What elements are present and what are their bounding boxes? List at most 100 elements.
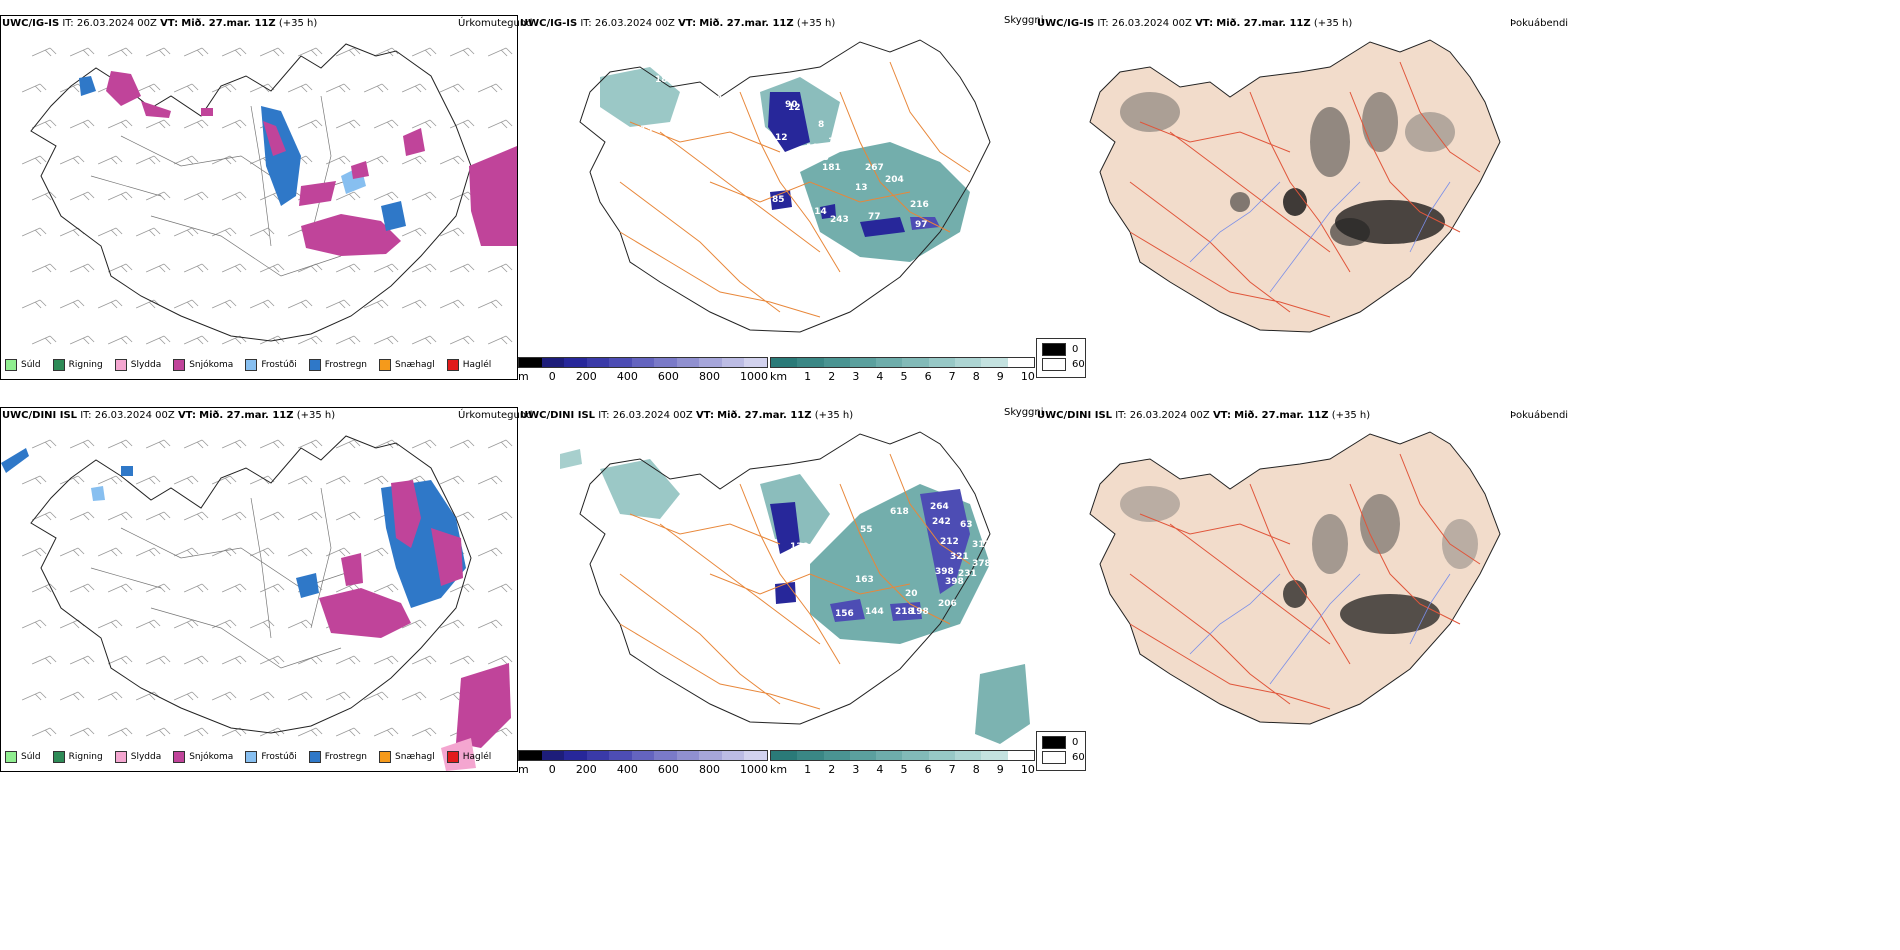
wind-barb (21, 299, 47, 309)
land (1089, 39, 1501, 333)
precip-swatch (446, 751, 459, 763)
colorbar-swatch (771, 358, 798, 367)
wind-barb (401, 691, 427, 701)
wind-barb (373, 263, 399, 273)
visibility-value-label: 181 (822, 163, 841, 173)
wind-barb (97, 299, 123, 309)
wind-barb (287, 475, 313, 485)
colorbar-tick: 9 (996, 763, 1004, 776)
precip-legend-item: Slydda (114, 751, 161, 763)
precip-legend-item: Súld (5, 751, 41, 763)
wind-barb (477, 83, 503, 93)
wind-barb (325, 83, 351, 93)
colorbar-tick: 0 (548, 370, 556, 383)
colorbar-swatch (902, 751, 929, 760)
wind-barb (259, 655, 285, 665)
wind-barb (373, 47, 399, 57)
wind-barb (335, 191, 361, 201)
visibility-value-label: 85 (772, 195, 785, 205)
colorbar-tick: 200 (575, 370, 597, 383)
wind-barb (487, 655, 513, 665)
wind-barb (21, 83, 47, 93)
visibility-value-label: 216 (910, 200, 929, 210)
visibility-value-label: 77 (868, 212, 881, 222)
wind-barb (21, 619, 47, 629)
colorbar-tick: 6 (924, 370, 932, 383)
visibility-swatches (770, 750, 1035, 761)
visibility-panel-bottom: 618 264 242 212 321 63 317 398 398 231 378 20 206 218… (560, 424, 1040, 754)
visibility-value-label: 12 (788, 103, 801, 113)
wind-barb (135, 619, 161, 629)
wind-barb (173, 83, 199, 93)
wind-barb (287, 83, 313, 93)
wind-barb (439, 83, 465, 93)
wind-barb (411, 439, 437, 449)
colorbar-swatch (797, 358, 824, 367)
wind-barb (477, 475, 503, 485)
wind-barb (135, 227, 161, 237)
precip-legend-label: Snjókoma (189, 752, 234, 762)
precip-swatch (379, 751, 392, 763)
wind-barb (259, 511, 285, 521)
wind-barb (411, 119, 437, 129)
visibility-value-label: 63 (960, 520, 973, 530)
wind-barb (183, 335, 209, 345)
precip-legend-item: Haglél (446, 359, 491, 371)
wind-barb (363, 691, 389, 701)
visibility-value-label: 50 (850, 100, 863, 110)
wind-barb (363, 547, 389, 557)
visibility-value-label: 218 (810, 153, 829, 163)
colorbar-tick: 10 (1020, 763, 1035, 776)
wind-barb (249, 547, 275, 557)
wind-barb (487, 335, 513, 345)
colorbar-tick: 9 (996, 370, 1004, 383)
cloud-base-swatches (518, 750, 768, 761)
colorbar-swatch (955, 358, 982, 367)
visibility-value-label: 378 (972, 559, 991, 569)
wind-barb (325, 299, 351, 309)
wind-barb (145, 583, 171, 593)
wind-barb (59, 619, 85, 629)
wind-barb (373, 119, 399, 129)
wind-barb (249, 227, 275, 237)
colorbar-swatch (699, 358, 722, 367)
colorbar-swatch (849, 358, 877, 367)
wind-barb (31, 511, 57, 521)
wind-barb (487, 511, 513, 521)
colorbar-swatch (564, 358, 587, 367)
wind-barb (287, 691, 313, 701)
vis-area (800, 142, 970, 262)
wind-barb (221, 583, 247, 593)
wind-barb (487, 439, 513, 449)
precip-legend-top: Súld Rigning Slydda Snjókoma Frostúði Frostre… (5, 359, 503, 371)
visibility-value-label: 13 (855, 183, 868, 193)
wind-barb (221, 511, 247, 521)
iceland-outline (30, 43, 472, 342)
wind-barb (297, 439, 323, 449)
fog-map-bottom (1089, 431, 1501, 725)
wind-barb (173, 547, 199, 557)
wind-barb (401, 299, 427, 309)
wind-barb (97, 155, 123, 165)
wind-barb (297, 335, 323, 345)
visibility-value-label: 398 (935, 567, 954, 577)
wind-barb (439, 619, 465, 629)
wind-barb (439, 155, 465, 165)
colorbar-swatch (902, 358, 929, 367)
wind-barb (59, 299, 85, 309)
wind-barb (31, 655, 57, 665)
precip-swatch (173, 751, 186, 763)
colorbar-swatch (823, 751, 850, 760)
wind-barb (373, 583, 399, 593)
colorbar-tick: 4 (876, 370, 884, 383)
precip-swatch (114, 359, 127, 371)
rivers (1189, 181, 1451, 293)
wind-barb (107, 191, 133, 201)
wind-barb (97, 227, 123, 237)
precip-swatch (52, 359, 65, 371)
wind-barb (69, 191, 95, 201)
wind-barb (335, 119, 361, 129)
fog-swatch-black (1042, 343, 1066, 356)
precip-legend-label: Slydda (130, 360, 162, 370)
wind-barb (69, 655, 95, 665)
